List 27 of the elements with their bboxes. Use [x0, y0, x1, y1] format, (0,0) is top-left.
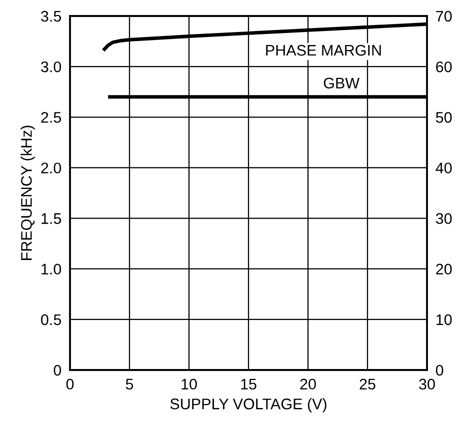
y2-tick-label: 20	[436, 264, 452, 275]
y-tick-label: 1.0	[42, 264, 62, 275]
x-tick-label: 10	[182, 378, 197, 390]
y-tick-label: 3.0	[41, 61, 62, 72]
y2-tick-label: 60	[436, 61, 452, 72]
y-tick-label: 3.5	[41, 10, 62, 22]
x-tick-label: 15	[241, 378, 256, 390]
series-label: GBW	[324, 78, 360, 89]
x-axis-title: SUPPLY VOLTAGE (V)	[170, 398, 326, 412]
x-tick-label: 0	[66, 378, 74, 390]
y-tick-label: 0	[54, 364, 62, 376]
y2-tick-label: 40	[436, 162, 452, 174]
y2-tick-label: 10	[436, 314, 452, 326]
x-tick-label: 30	[419, 378, 435, 390]
x-tick-label: 20	[300, 378, 316, 390]
y-tick-label: 2.0	[41, 162, 62, 174]
y2-tick-label: 30	[436, 213, 452, 224]
y2-tick-label: 70	[436, 10, 452, 22]
y-axis-title: FREQUENCY (kHz)	[20, 126, 35, 260]
y-tick-label: 2.5	[41, 112, 62, 123]
y-tick-label: 1.5	[42, 213, 62, 224]
y2-tick-label: 0	[436, 364, 444, 376]
series-label: PHASE MARGIN	[266, 44, 381, 56]
x-tick-label: 5	[126, 378, 134, 390]
y2-tick-label: 50	[436, 112, 452, 123]
x-tick-label: 25	[360, 378, 376, 390]
y-tick-label: 0.5	[41, 314, 62, 326]
